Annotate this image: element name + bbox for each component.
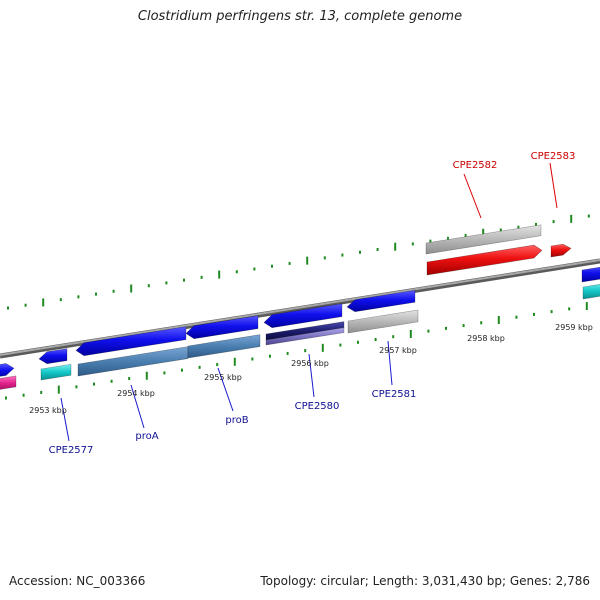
- product-bar: [77, 346, 189, 377]
- leader-line: [217, 367, 234, 412]
- leader-line: [308, 353, 315, 398]
- scale-label: 2955 kbp: [204, 373, 242, 382]
- gene-features: [0, 224, 600, 390]
- leader-line: [549, 162, 558, 209]
- gene-arrow: [581, 266, 600, 283]
- scale-label: 2958 kbp: [467, 334, 505, 343]
- genome-summary-text: Topology: circular; Length: 3,031,430 bp…: [260, 574, 590, 588]
- gene-label-proa[interactable]: proA: [135, 431, 158, 442]
- scale-label: 2953 kbp: [29, 406, 67, 415]
- gene-label-cpe2582[interactable]: CPE2582: [453, 160, 498, 171]
- gene-arrow: [0, 363, 15, 377]
- accession-text: Accession: NC_003366: [9, 574, 146, 588]
- product-bar-highlight: [426, 244, 543, 276]
- product-bar: [265, 327, 345, 346]
- gene-arrow: [263, 303, 343, 329]
- gene-label-cpe2580[interactable]: CPE2580: [295, 401, 340, 412]
- map-title: Clostridium perfringens str. 13, complet…: [137, 9, 463, 24]
- inner-scale-ticks: [5, 302, 588, 400]
- gene-arrow: [75, 326, 187, 357]
- genome-backbone: [0, 258, 600, 359]
- product-bar: [347, 309, 419, 334]
- gene-arrow-highlight: [550, 243, 572, 258]
- gene-label-cpe2577[interactable]: CPE2577: [49, 445, 94, 456]
- product-bar: [0, 375, 17, 390]
- outer-scale-ticks: [7, 214, 590, 310]
- gene-arrow: [185, 315, 259, 340]
- gene-label-cpe2581[interactable]: CPE2581: [372, 389, 417, 400]
- scale-label: 2954 kbp: [117, 389, 155, 398]
- gene-label-prob[interactable]: proB: [225, 415, 248, 426]
- leader-line: [463, 173, 482, 219]
- gene-label-cpe2583[interactable]: CPE2583: [531, 151, 576, 162]
- label-leader-lines: [60, 162, 558, 442]
- gene-arrow-highlight: [425, 224, 542, 255]
- leader-line: [60, 397, 70, 442]
- product-bar: [187, 334, 261, 359]
- gene-arrow: [38, 348, 68, 365]
- leader-line: [130, 384, 145, 429]
- scale-label: 2956 kbp: [291, 359, 329, 368]
- scale-label: 2957 kbp: [379, 346, 417, 355]
- product-bar: [582, 284, 600, 300]
- gene-arrow: [346, 289, 416, 313]
- scale-label: 2959 kbp: [555, 323, 593, 332]
- product-bar: [40, 363, 72, 381]
- leader-line: [387, 340, 393, 386]
